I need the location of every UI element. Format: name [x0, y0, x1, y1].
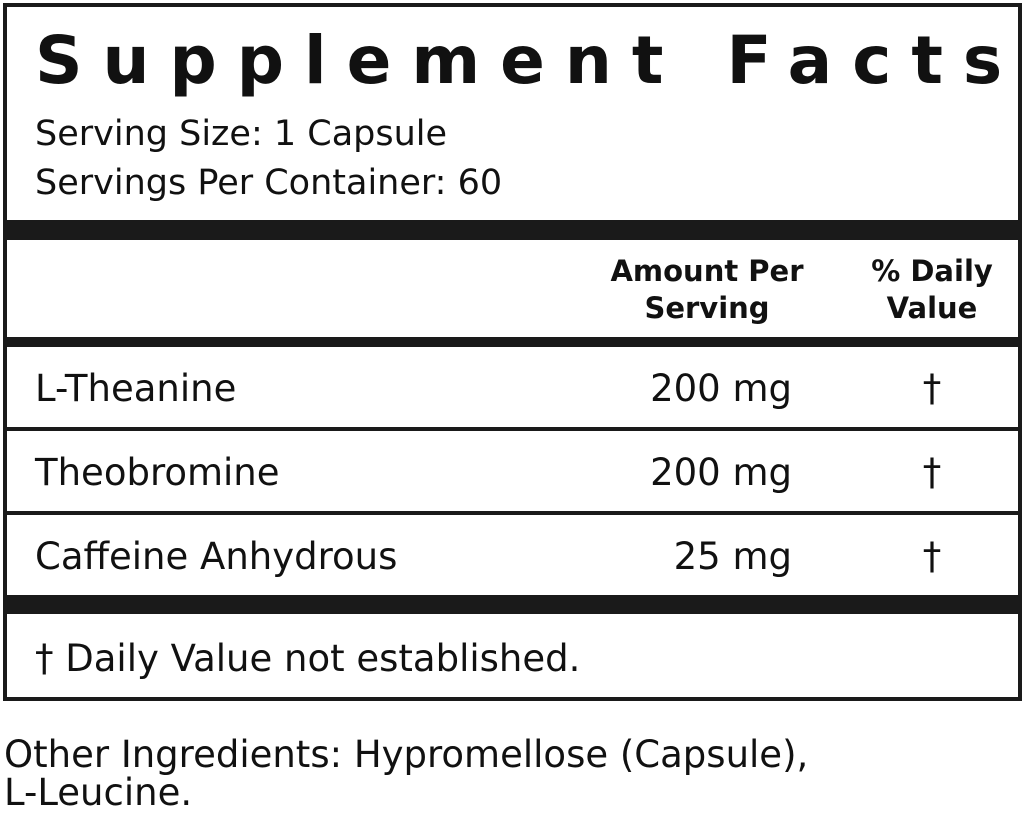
footnote: † Daily Value not established.: [35, 637, 581, 680]
serving-size: Serving Size: 1 Capsule: [35, 114, 448, 154]
ingredient-amount: 200 mg: [650, 367, 792, 410]
servings-per-container: Servings Per Container: 60: [35, 163, 503, 203]
thick-divider: [7, 595, 1018, 614]
header-line: Serving: [644, 291, 770, 325]
supplement-facts-panel: Supplement Facts Serving Size: 1 Capsule…: [3, 3, 1022, 701]
header-line: Amount Per: [610, 254, 804, 288]
ingredient-name: L-Theanine: [35, 367, 237, 410]
ingredient-amount: 25 mg: [673, 535, 792, 578]
ingredient-dv: †: [922, 451, 942, 494]
other-ingredients-line: Other Ingredients: Hypromellose (Capsule…: [4, 733, 809, 776]
ingredient-dv: †: [922, 367, 942, 410]
panel-title: Supplement Facts: [35, 22, 1023, 99]
row-divider: [7, 511, 1018, 515]
header-line: Value: [886, 291, 978, 325]
ingredient-name: Theobromine: [35, 451, 280, 494]
ingredient-dv: †: [922, 535, 942, 578]
header-divider: [7, 337, 1018, 347]
amount-per-serving-header: Amount Per Serving: [597, 253, 817, 327]
other-ingredients-line: L-Leucine.: [4, 771, 193, 814]
daily-value-header: % Daily Value: [852, 253, 1012, 327]
ingredient-amount: 200 mg: [650, 451, 792, 494]
thick-divider: [7, 220, 1018, 240]
row-divider: [7, 427, 1018, 431]
other-ingredients: Other Ingredients: Hypromellose (Capsule…: [4, 736, 808, 812]
ingredient-name: Caffeine Anhydrous: [35, 535, 398, 578]
header-line: % Daily: [871, 254, 993, 288]
